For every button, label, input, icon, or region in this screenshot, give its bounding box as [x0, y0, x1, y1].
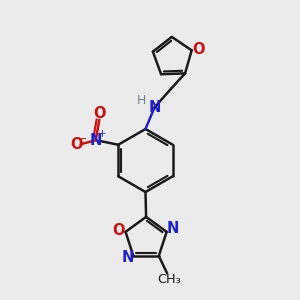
- Text: N: N: [121, 250, 134, 265]
- Text: O: O: [70, 137, 83, 152]
- Text: N: N: [167, 221, 179, 236]
- Text: +: +: [98, 129, 107, 139]
- Text: O: O: [93, 106, 106, 121]
- Text: O: O: [192, 42, 205, 57]
- Text: O: O: [113, 223, 125, 238]
- Text: N: N: [89, 133, 102, 148]
- Text: −: −: [78, 134, 87, 144]
- Text: N: N: [148, 100, 161, 115]
- Text: H: H: [137, 94, 147, 107]
- Text: CH₃: CH₃: [157, 274, 181, 286]
